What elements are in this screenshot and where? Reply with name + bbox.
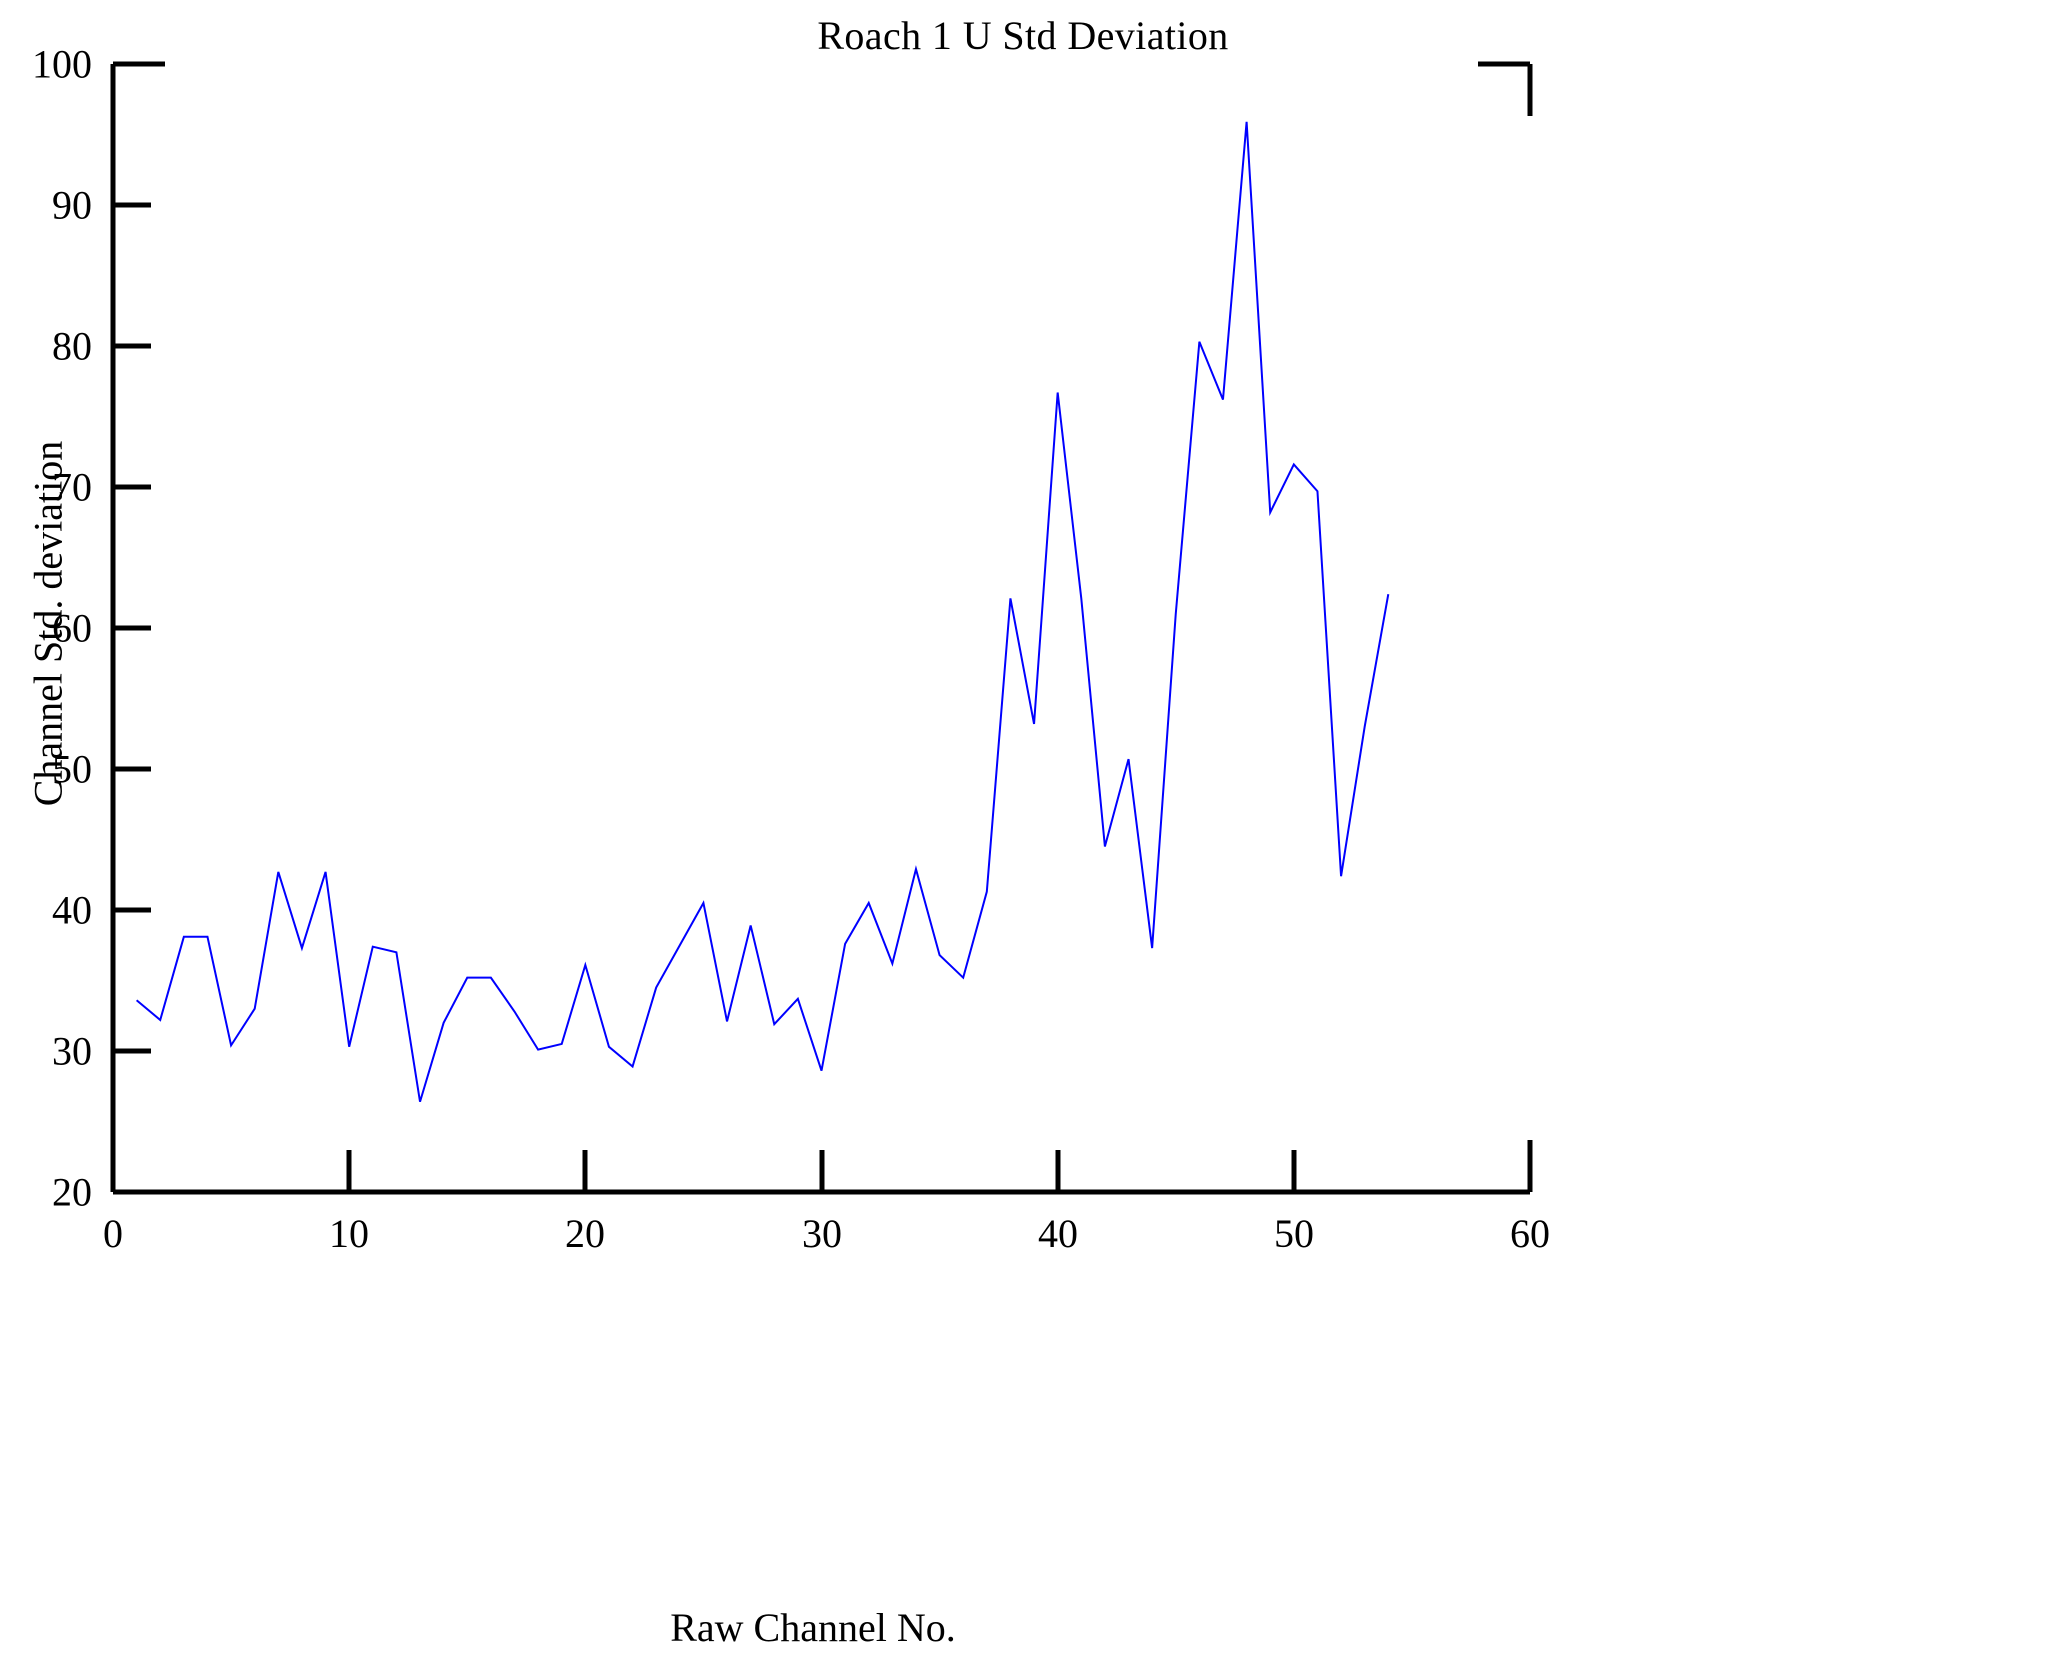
x-tick-label-0: 0 [103,1211,123,1256]
y-tick-label-60: 60 [52,605,92,651]
data-series-line [135,121,1390,1103]
x-tick-label-10: 10 [329,1211,369,1256]
x-tick-label-20: 20 [565,1211,605,1256]
y-tick-label-70: 70 [52,464,92,510]
y-tick-label-20: 20 [52,1169,92,1215]
x-tick-label-50: 50 [1274,1211,1314,1256]
y-tick-label-30: 30 [52,1028,92,1074]
x-ticks [346,1150,1297,1192]
y-tick-label-100: 100 [32,41,92,87]
y-tick-label-90: 90 [52,182,92,228]
x-axis-label: Raw Channel No. [670,1605,956,1650]
x-tick-label-40: 40 [1038,1211,1078,1256]
x-tick-label-60: 60 [1510,1211,1550,1256]
y-ticks [113,61,151,1054]
chart-title: Roach 1 U Std Deviation [817,13,1229,58]
y-tick-label-80: 80 [52,323,92,369]
axis-lines [110,61,1533,1195]
y-tick-label-50: 50 [52,746,92,792]
y-tick-label-40: 40 [52,887,92,933]
y-axis-label: Channel Std. deviation [25,440,71,807]
x-tick-label-30: 30 [802,1211,842,1256]
